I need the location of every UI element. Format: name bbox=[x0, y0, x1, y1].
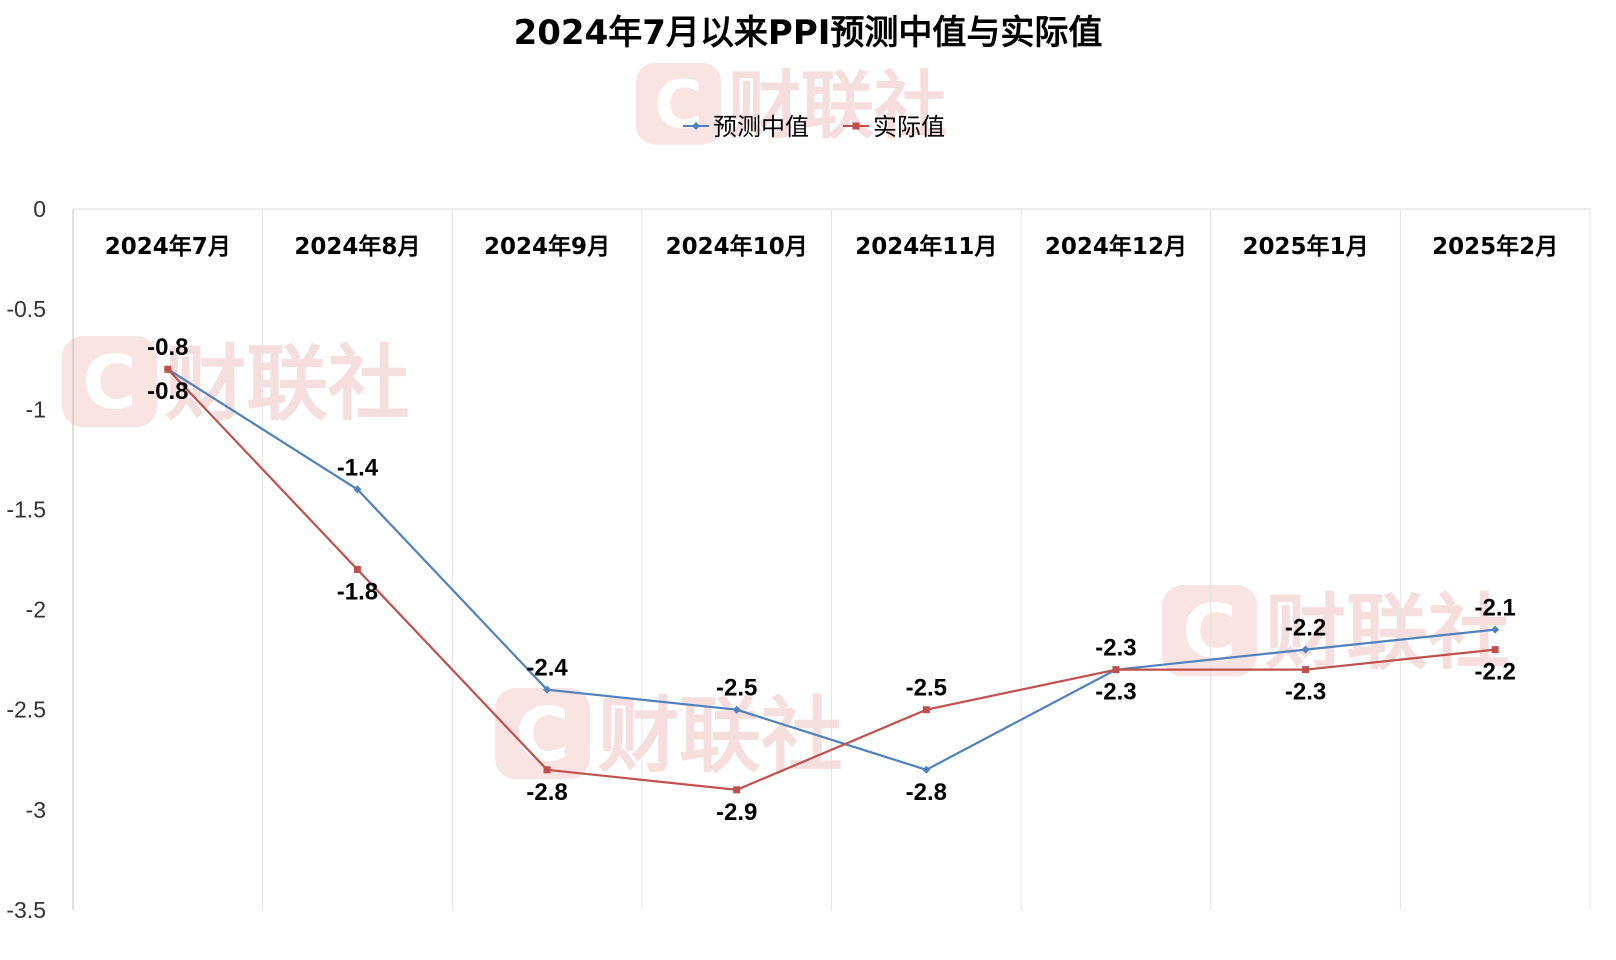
x-tick-label: 2025年1月 bbox=[1243, 233, 1369, 260]
watermark-text: 财联社 bbox=[598, 689, 843, 784]
data-label: -2.1 bbox=[1475, 595, 1516, 622]
data-label: -2.3 bbox=[1285, 679, 1326, 706]
x-tick-label: 2024年7月 bbox=[105, 233, 231, 260]
y-tick-label: -3 bbox=[26, 797, 46, 823]
gridlines: 0 -0.5 -1 -1.5 -2 -2.5 -3 -3.5 2024年7月 2024年8月 202… bbox=[6, 196, 1591, 923]
data-point-marker bbox=[733, 786, 741, 794]
watermark-logo: C 财联社 bbox=[1162, 585, 1510, 681]
x-tick-label: 2024年11月 bbox=[855, 233, 997, 260]
data-point-marker bbox=[164, 365, 172, 373]
data-point-marker bbox=[1491, 625, 1500, 634]
data-label: -2.3 bbox=[1095, 679, 1136, 706]
data-label: -2.2 bbox=[1475, 659, 1516, 686]
data-point-marker bbox=[1302, 666, 1310, 674]
watermark-badge bbox=[62, 336, 157, 428]
data-label: -1.8 bbox=[337, 579, 378, 606]
series-line-2 bbox=[167, 368, 1496, 791]
chart-title: 2024年7月以来PPI预测中值与实际值 bbox=[514, 13, 1103, 53]
y-tick-label: -1.5 bbox=[6, 496, 46, 522]
watermark-badge bbox=[1162, 585, 1257, 677]
data-label: -1.4 bbox=[337, 454, 379, 481]
data-point-marker bbox=[922, 765, 931, 774]
legend-item-2[interactable]: 实际值 bbox=[843, 113, 945, 141]
data-point-marker bbox=[1491, 646, 1499, 654]
watermark-logo: C 财联社 bbox=[62, 336, 410, 432]
data-labels: -0.8 -1.4 -2.4 -2.5 -2.8 -2.3 -2.2 -2.1 -0.8 -1.8… bbox=[147, 334, 1516, 826]
data-point-marker bbox=[543, 766, 551, 774]
data-point-marker bbox=[353, 566, 361, 574]
x-tick-label: 2024年10月 bbox=[666, 233, 808, 260]
watermark-text: 财联社 bbox=[165, 337, 410, 432]
legend-marker bbox=[692, 122, 700, 130]
data-point-marker bbox=[1301, 645, 1310, 654]
data-point-marker bbox=[1112, 666, 1120, 674]
y-tick-label: 0 bbox=[33, 196, 46, 222]
watermark-text: 财联社 bbox=[728, 64, 947, 149]
legend-item-1[interactable]: 预测中值 bbox=[683, 113, 809, 141]
data-label: -2.8 bbox=[906, 779, 947, 806]
data-point-marker bbox=[732, 705, 741, 714]
y-tick-label: -0.5 bbox=[6, 296, 46, 322]
x-tick-label: 2024年9月 bbox=[484, 233, 610, 260]
y-tick-label: -2 bbox=[26, 597, 46, 623]
data-label: -2.3 bbox=[1095, 635, 1136, 662]
data-label: -2.4 bbox=[526, 655, 568, 682]
watermark-letter: C bbox=[654, 66, 703, 144]
y-tick-label: -2.5 bbox=[6, 697, 46, 723]
data-label: -0.8 bbox=[147, 334, 188, 361]
x-tick-label: 2024年8月 bbox=[294, 233, 420, 260]
watermark-badge bbox=[636, 63, 721, 145]
data-label: -2.5 bbox=[716, 675, 757, 702]
legend-label: 实际值 bbox=[873, 113, 945, 141]
x-tick-label: 2024年12月 bbox=[1045, 233, 1187, 260]
data-point-marker bbox=[922, 706, 930, 714]
watermark-logo: C 财联社 bbox=[636, 63, 947, 149]
legend-label: 预测中值 bbox=[713, 113, 809, 141]
data-point-marker bbox=[353, 485, 362, 494]
legend[interactable]: 预测中值 实际值 bbox=[683, 113, 945, 141]
watermark-logo: C 财联社 bbox=[495, 688, 843, 784]
legend-marker bbox=[852, 122, 860, 130]
y-tick-label: -3.5 bbox=[6, 897, 46, 923]
data-label: -2.8 bbox=[526, 779, 567, 806]
data-label: -2.9 bbox=[716, 799, 757, 826]
data-point-marker bbox=[543, 685, 552, 694]
data-label: -2.2 bbox=[1285, 615, 1326, 642]
x-tick-label: 2025年2月 bbox=[1432, 233, 1558, 260]
series-line-1 bbox=[167, 368, 1496, 771]
series-layer bbox=[163, 365, 1500, 794]
watermark-text: 财联社 bbox=[1265, 586, 1510, 681]
watermark-badge bbox=[495, 688, 590, 780]
watermark-letter: C bbox=[82, 340, 136, 426]
data-label: -2.5 bbox=[906, 675, 947, 702]
data-label: -0.8 bbox=[147, 378, 188, 405]
y-tick-label: -1 bbox=[26, 396, 46, 422]
